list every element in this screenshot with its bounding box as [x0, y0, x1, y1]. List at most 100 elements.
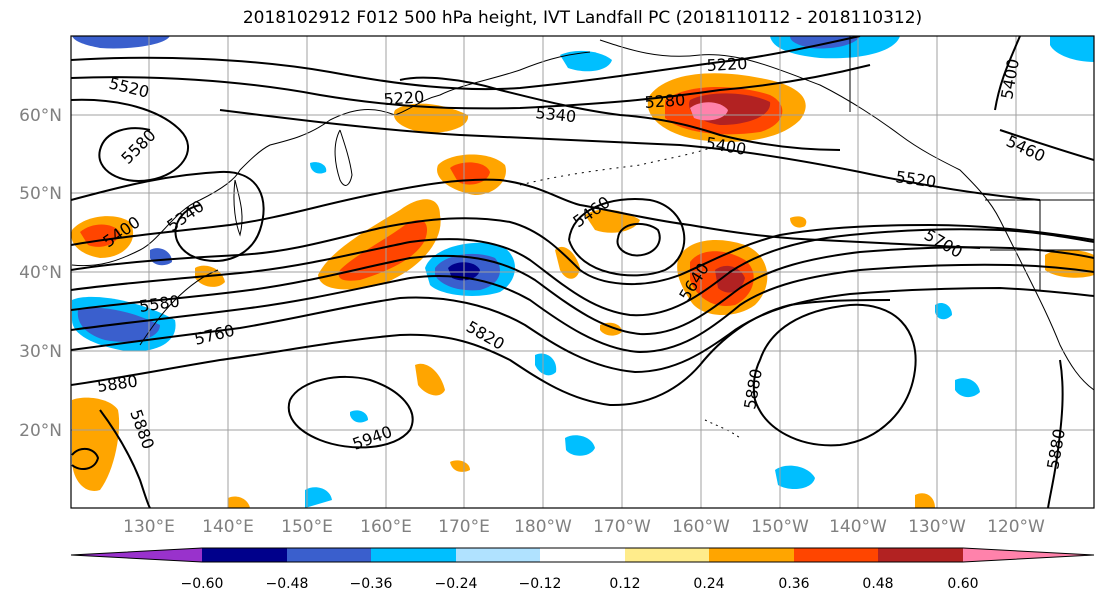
- contour-line: [71, 228, 1094, 317]
- hawaii: [704, 419, 741, 439]
- contour-line: [616, 222, 661, 257]
- latitude-axis: 60°N 50°N 40°N 30°N 20°N: [19, 106, 62, 441]
- latitude-label: 40°N: [19, 263, 62, 283]
- kamchatka: [334, 129, 353, 186]
- contour-line: [71, 286, 1094, 374]
- contour-line: [71, 299, 891, 407]
- ivt-positive-region: [555, 246, 580, 279]
- ivt-positive-region: [915, 493, 935, 508]
- colorbar-swatches: [70, 547, 1095, 563]
- contour-label: 5280: [644, 90, 686, 112]
- contour-line: [99, 409, 151, 508]
- colorbar-tick-label: −0.12: [519, 576, 562, 592]
- longitude-label: 130°E: [123, 517, 175, 537]
- ivt-negative-region: [305, 487, 332, 508]
- ivt-positive-region: [450, 460, 470, 472]
- contour-line: [999, 129, 1094, 161]
- contour-line: [71, 98, 190, 182]
- longitude-label: 120°W: [987, 517, 1045, 537]
- colorbar-ticks: −0.60 −0.48 −0.36 −0.24 −0.12 0.12 0.24 …: [181, 576, 979, 592]
- ivt-negative-region: [565, 435, 595, 456]
- longitude-label: 140°W: [829, 517, 887, 537]
- colorbar-swatch: [625, 548, 709, 562]
- north-america-coast: [599, 39, 1094, 391]
- contour-line: [71, 447, 100, 471]
- longitude-label: 170°E: [438, 517, 490, 537]
- colorbar-swatch: [794, 548, 878, 562]
- sakhalin: [233, 179, 243, 237]
- colorbar-tick-label: −0.24: [435, 576, 478, 592]
- colorbar-swatch: [371, 548, 456, 562]
- contour-line: [994, 36, 1021, 111]
- contour-line: [219, 109, 1041, 201]
- contour-line: [71, 170, 265, 263]
- contour-label: 5340: [535, 103, 577, 126]
- colorbar-swatch: [71, 548, 202, 562]
- contour-line: [71, 263, 1094, 354]
- ivt-negative-region: [775, 465, 815, 490]
- ivt-positive-region: [338, 220, 428, 281]
- contour-label: 5220: [706, 54, 748, 75]
- longitude-label: 180°W: [514, 517, 572, 537]
- colorbar-tick-label: −0.60: [181, 576, 224, 592]
- colorbar: −0.60 −0.48 −0.36 −0.24 −0.12 0.12 0.24 …: [70, 547, 1095, 592]
- longitude-axis: 130°E 140°E 150°E 160°E 170°E 180°W 170°…: [123, 517, 1045, 537]
- ivt-positive-region: [790, 216, 807, 228]
- height-contours: [71, 36, 1094, 508]
- longitude-label: 150°E: [281, 517, 333, 537]
- figure-title: 2018102912 F012 500 hPa height, IVT Land…: [242, 8, 923, 28]
- colorbar-swatch: [878, 548, 963, 562]
- longitude-label: 130°W: [908, 517, 966, 537]
- colorbar-tick-label: −0.36: [350, 576, 393, 592]
- gridlines: [71, 36, 1094, 508]
- ivt-positive-region: [415, 363, 445, 396]
- colorbar-swatch: [456, 548, 540, 562]
- colorbar-outline: [70, 547, 1095, 563]
- colorbar-tick-label: −0.48: [266, 576, 309, 592]
- ivt-positive-region: [715, 265, 745, 293]
- colorbar-tick-label: 0.36: [778, 576, 809, 592]
- contour-line: [399, 76, 841, 151]
- map-frame: [70, 35, 1095, 509]
- contour-line: [71, 64, 871, 110]
- colorbar-swatch: [287, 548, 371, 562]
- ivt-negative-region: [350, 410, 368, 423]
- ivt-negative-region: [955, 378, 980, 398]
- coastlines: [71, 36, 1094, 439]
- contour-line: [1047, 359, 1064, 508]
- aleutian-chain: [519, 147, 711, 186]
- latitude-label: 30°N: [19, 342, 62, 362]
- ivt-positive-region: [600, 322, 622, 336]
- contour-line: [752, 303, 917, 447]
- colorbar-swatch: [202, 548, 287, 562]
- latitude-label: 20°N: [19, 421, 62, 441]
- colorbar-swatch: [709, 548, 794, 562]
- longitude-label: 160°W: [672, 517, 730, 537]
- longitude-label: 150°W: [751, 517, 809, 537]
- ivt-negative-region: [935, 303, 952, 320]
- contour-line: [287, 376, 414, 449]
- ivt-positive-region: [393, 103, 469, 133]
- colorbar-tick-label: 0.60: [947, 576, 978, 592]
- longitude-label: 170°W: [593, 517, 651, 537]
- contour-label: 5220: [383, 87, 425, 109]
- ivt-negative-region: [535, 353, 557, 376]
- contour-line: [71, 217, 1094, 285]
- ivt-positive-region: [228, 496, 250, 508]
- latitude-label: 50°N: [19, 184, 62, 204]
- longitude-label: 160°E: [360, 517, 412, 537]
- longitude-label: 140°E: [202, 517, 254, 537]
- contour-line: [71, 36, 861, 91]
- contour-line: [71, 246, 1094, 336]
- latitude-label: 60°N: [19, 106, 62, 126]
- ivt-negative-region: [1050, 36, 1094, 62]
- colorbar-tick-label: 0.48: [862, 576, 893, 592]
- colorbar-tick-label: 0.12: [609, 576, 640, 592]
- contour-line: [568, 198, 686, 277]
- ivt-positive-region: [690, 102, 728, 121]
- colorbar-swatch: [963, 548, 1094, 562]
- colorbar-tick-label: 0.24: [693, 576, 724, 592]
- ivt-negative-region: [72, 36, 170, 49]
- asia-coastline: [71, 51, 591, 267]
